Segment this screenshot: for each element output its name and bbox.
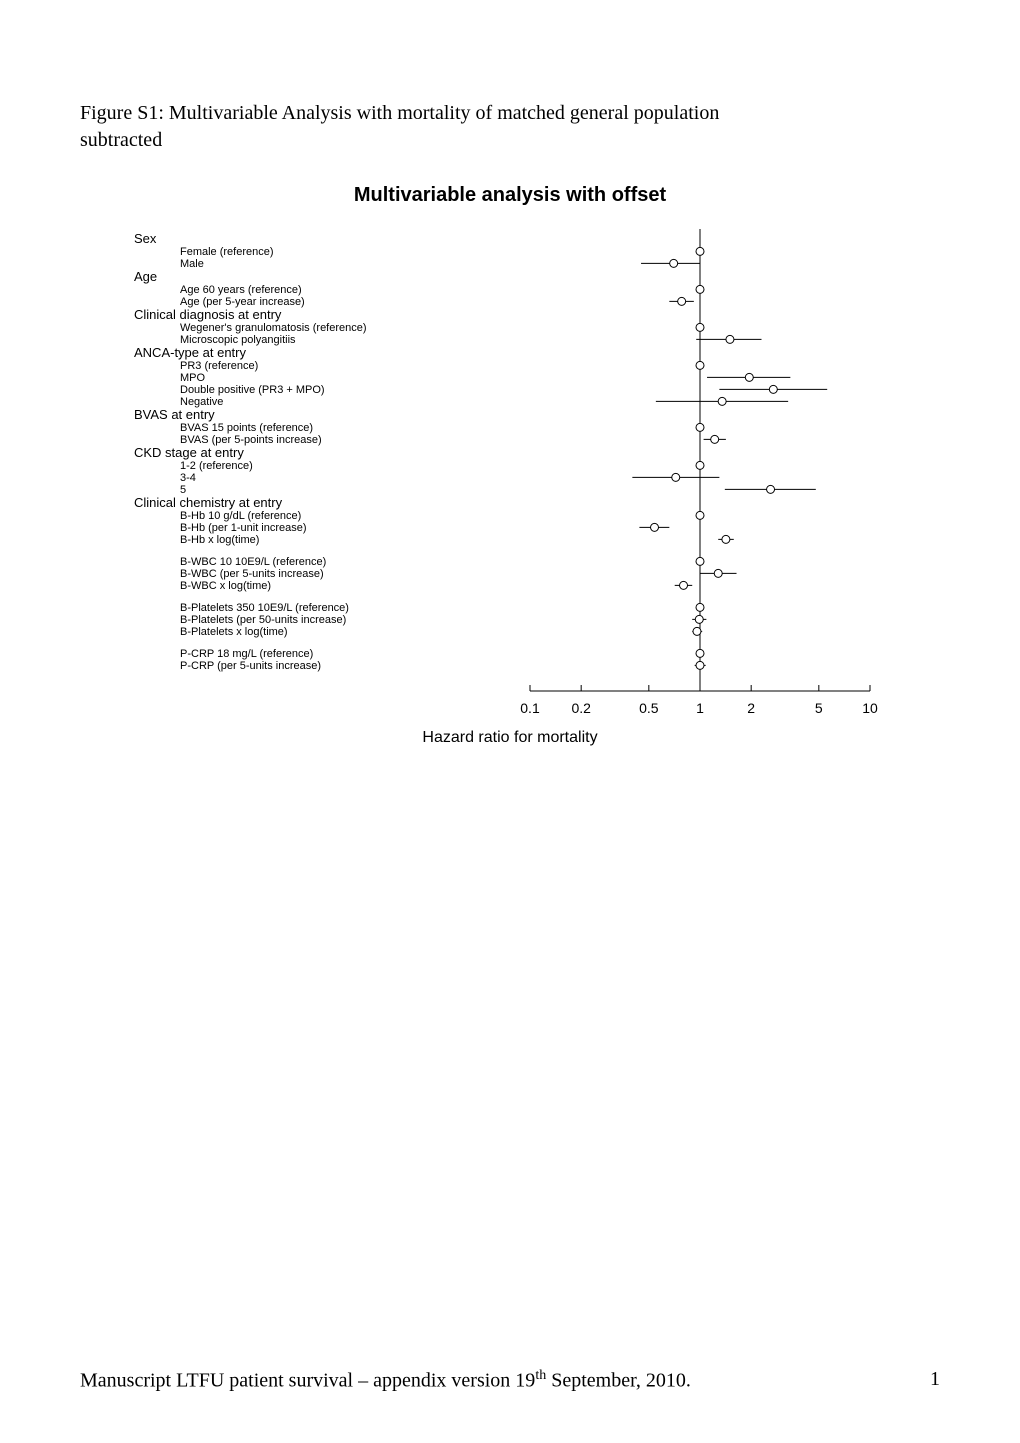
svg-text:MPO: MPO: [180, 372, 206, 384]
svg-text:B-Platelets 350 10E9/L (refere: B-Platelets 350 10E9/L (reference): [180, 602, 349, 614]
svg-text:Age 60 years (reference): Age 60 years (reference): [180, 284, 302, 296]
svg-text:3-4: 3-4: [180, 472, 196, 484]
svg-text:B-WBC (per 5-units increase): B-WBC (per 5-units increase): [180, 568, 324, 580]
svg-text:ANCA-type at entry: ANCA-type at entry: [134, 345, 246, 360]
svg-text:Double positive (PR3 + MPO): Double positive (PR3 + MPO): [180, 384, 325, 396]
svg-text:1: 1: [696, 700, 704, 716]
svg-text:P-CRP 18 mg/L (reference): P-CRP 18 mg/L (reference): [180, 648, 313, 660]
chart-title: Multivariable analysis with offset: [80, 184, 940, 207]
caption-line2: subtracted: [80, 129, 162, 151]
svg-text:Female (reference): Female (reference): [180, 246, 274, 258]
svg-text:B-Hb 10 g/dL (reference): B-Hb 10 g/dL (reference): [180, 510, 301, 522]
svg-text:Age: Age: [134, 269, 157, 284]
footer-page-number: 1: [930, 1368, 940, 1393]
page-footer: Manuscript LTFU patient survival – appen…: [80, 1368, 940, 1393]
figure-caption: Figure S1: Multivariable Analysis with m…: [80, 100, 940, 154]
caption-line1: Figure S1: Multivariable Analysis with m…: [80, 102, 719, 124]
svg-text:B-WBC 10 10E9/L (reference): B-WBC 10 10E9/L (reference): [180, 556, 326, 568]
svg-text:BVAS 15 points (reference): BVAS 15 points (reference): [180, 422, 313, 434]
svg-text:B-WBC x log(time): B-WBC x log(time): [180, 580, 271, 592]
svg-text:0.5: 0.5: [639, 700, 659, 716]
svg-text:CKD stage at entry: CKD stage at entry: [134, 445, 244, 460]
footer-left: Manuscript LTFU patient survival – appen…: [80, 1368, 691, 1393]
forest-plot-svg: 0.1 0.2 0.5 1 2 5 10 Sex Female (reference)Male A…: [130, 215, 890, 723]
svg-text:BVAS at entry: BVAS at entry: [134, 407, 215, 422]
svg-text:Clinical diagnosis at entry: Clinical diagnosis at entry: [134, 307, 282, 322]
svg-text:B-Platelets x log(time): B-Platelets x log(time): [180, 626, 288, 638]
svg-text:Wegener's granulomatosis (refe: Wegener's granulomatosis (reference): [180, 322, 367, 334]
svg-text:0.1: 0.1: [520, 700, 540, 716]
svg-text:Male: Male: [180, 258, 204, 270]
svg-text:10: 10: [862, 700, 878, 716]
svg-text:B-Platelets (per 50-units incr: B-Platelets (per 50-units increase): [180, 614, 346, 626]
svg-text:5: 5: [815, 700, 823, 716]
forest-plot: 0.1 0.2 0.5 1 2 5 10 Sex Female (reference)Male A…: [130, 215, 890, 747]
svg-text:B-Hb (per 1-unit increase): B-Hb (per 1-unit increase): [180, 522, 307, 534]
x-axis-label: Hazard ratio for mortality: [130, 729, 890, 747]
svg-text:B-Hb x log(time): B-Hb x log(time): [180, 534, 259, 546]
svg-text:0.2: 0.2: [571, 700, 591, 716]
svg-text:P-CRP (per 5-units increase): P-CRP (per 5-units increase): [180, 660, 321, 672]
svg-text:Sex: Sex: [134, 231, 157, 246]
svg-text:1-2 (reference): 1-2 (reference): [180, 460, 253, 472]
svg-text:PR3 (reference): PR3 (reference): [180, 360, 258, 372]
svg-text:2: 2: [747, 700, 755, 716]
svg-text:Clinical chemistry at entry: Clinical chemistry at entry: [134, 495, 283, 510]
